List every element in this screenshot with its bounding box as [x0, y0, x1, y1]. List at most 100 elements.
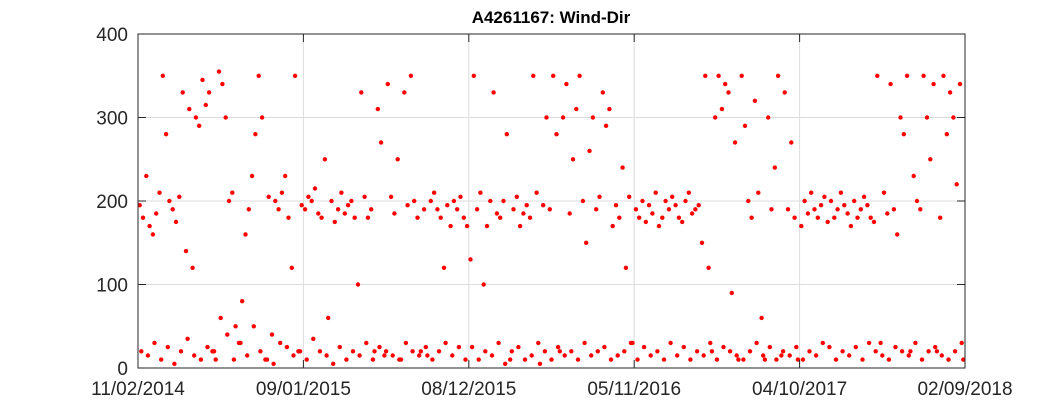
- data-point: [450, 353, 455, 358]
- data-point: [742, 123, 748, 128]
- data-point: [412, 198, 417, 204]
- data-point: [524, 203, 529, 208]
- data-point: [516, 344, 521, 350]
- data-point: [140, 215, 146, 220]
- data-point: [322, 157, 328, 162]
- data-point: [675, 353, 680, 358]
- data-point: [223, 115, 228, 120]
- data-point: [378, 140, 384, 145]
- data-point: [225, 332, 230, 337]
- data-point: [727, 349, 733, 354]
- data-point: [213, 357, 218, 362]
- data-point: [266, 194, 271, 199]
- data-point: [251, 324, 256, 329]
- data-point: [959, 340, 964, 346]
- data-point: [653, 190, 658, 195]
- data-point: [489, 353, 495, 358]
- data-point: [893, 344, 898, 350]
- data-point: [820, 340, 825, 346]
- data-point: [906, 353, 911, 358]
- data-point: [159, 357, 164, 362]
- data-point: [253, 132, 258, 137]
- data-point: [663, 198, 668, 204]
- data-point: [754, 340, 759, 346]
- axis-ticks: [137, 33, 966, 369]
- data-point: [741, 357, 746, 362]
- data-point: [339, 190, 344, 195]
- x-tick-label: 02/09/2018: [917, 379, 1012, 400]
- data-point: [878, 340, 883, 346]
- data-point: [622, 349, 627, 354]
- x-tick-label: 08/12/2015: [421, 379, 516, 400]
- data-point: [431, 190, 437, 195]
- data-point: [567, 211, 572, 216]
- data-point: [809, 190, 814, 195]
- data-point: [861, 194, 867, 199]
- data-point: [150, 232, 156, 237]
- data-point: [496, 340, 501, 346]
- data-point: [402, 90, 407, 95]
- y-tick-label: 100: [96, 276, 128, 297]
- data-point: [517, 223, 523, 229]
- data-point: [623, 265, 629, 270]
- data-point: [888, 81, 893, 87]
- data-point: [395, 157, 400, 162]
- data-point: [627, 194, 632, 199]
- data-point: [853, 344, 858, 350]
- data-point: [899, 349, 905, 354]
- data-point: [570, 157, 576, 162]
- data-point: [278, 340, 283, 346]
- data-point: [833, 357, 839, 362]
- data-point: [635, 357, 640, 362]
- data-point: [648, 353, 653, 358]
- data-point: [302, 207, 308, 212]
- data-point: [405, 203, 410, 208]
- data-point: [780, 349, 786, 354]
- data-point: [734, 353, 739, 358]
- data-point: [706, 265, 711, 270]
- data-point: [812, 207, 817, 212]
- data-point: [147, 223, 152, 229]
- data-point: [448, 223, 453, 229]
- data-point: [469, 344, 475, 350]
- data-point: [610, 223, 615, 229]
- data-point: [178, 349, 184, 354]
- data-point: [233, 324, 238, 329]
- data-point: [855, 215, 860, 220]
- data-point: [335, 207, 341, 212]
- data-point: [230, 190, 235, 195]
- grid-lines: [137, 33, 966, 369]
- data-point: [375, 106, 380, 112]
- data-point: [332, 219, 337, 225]
- data-point: [291, 353, 296, 358]
- data-point: [709, 349, 715, 354]
- data-point: [284, 344, 290, 350]
- data-point: [595, 349, 600, 354]
- data-point: [782, 90, 787, 95]
- data-point: [886, 357, 892, 362]
- data-point: [600, 90, 605, 95]
- data-point: [939, 353, 944, 358]
- data-point: [508, 357, 513, 362]
- x-tick-label: 09/01/2015: [256, 379, 351, 400]
- data-point: [827, 344, 832, 350]
- data-point: [481, 282, 486, 287]
- data-point: [931, 81, 936, 87]
- data-point: [560, 115, 566, 120]
- data-point: [187, 106, 192, 112]
- data-point: [529, 353, 534, 358]
- data-point: [185, 336, 190, 341]
- data-point: [522, 357, 528, 362]
- data-point: [352, 215, 357, 220]
- data-point: [766, 115, 771, 120]
- data-point: [650, 211, 655, 216]
- data-point: [655, 349, 660, 354]
- data-point: [597, 194, 602, 199]
- data-point: [370, 357, 376, 362]
- data-point: [417, 353, 422, 358]
- data-point: [739, 73, 744, 79]
- data-point: [238, 340, 243, 346]
- data-point: [377, 344, 382, 350]
- x-tick-label: 11/02/2014: [91, 379, 185, 400]
- y-tick-label: 200: [96, 192, 128, 213]
